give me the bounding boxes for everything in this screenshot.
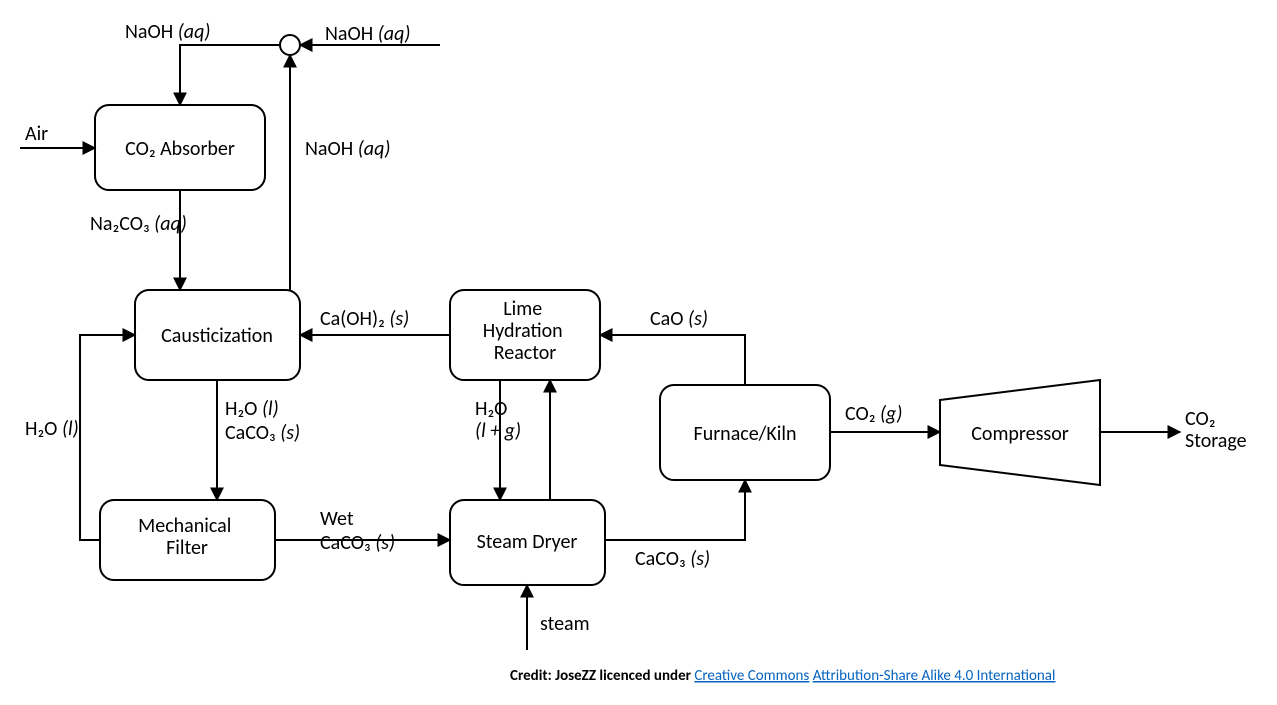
co2-storage-label: CO₂ Storage bbox=[1185, 407, 1247, 453]
air-label: Air bbox=[25, 122, 48, 146]
credit-link-license[interactable]: Attribution-Share Alike 4.0 Internationa… bbox=[813, 667, 1056, 685]
naoh-to-absorber-arrow bbox=[180, 45, 280, 105]
wet-caco3-label: Wet CaCO₃ (s) bbox=[320, 507, 395, 555]
caoh2-label: Ca(OH)₂ (s) bbox=[320, 307, 409, 331]
cao-arrow bbox=[600, 335, 745, 385]
naoh-junction bbox=[280, 35, 300, 55]
caco3-dry-label: CaCO₃ (s) bbox=[635, 547, 710, 571]
causticization-label: Causticization bbox=[161, 324, 273, 348]
na2co3-label: Na₂CO₃ (aq) bbox=[90, 212, 187, 236]
credit-link-cc[interactable]: Creative Commons bbox=[694, 667, 809, 685]
cao-label: CaO (s) bbox=[650, 307, 708, 331]
co2-absorber-label: CO₂ Absorber bbox=[125, 137, 235, 161]
credit-text: Credit: JoseZZ licenced under Creative C… bbox=[510, 667, 1055, 685]
naoh-recycle-label: NaOH (aq) bbox=[305, 137, 390, 161]
process-flow-diagram: CO₂ Absorber Causticization Lime Hydrati… bbox=[0, 0, 1277, 705]
co2-g-label: CO₂ (g) bbox=[845, 402, 902, 426]
h2o-lg-label: H₂O (l + g) bbox=[475, 397, 521, 443]
furnace-label: Furnace/Kiln bbox=[694, 422, 797, 446]
steam-dryer-label: Steam Dryer bbox=[477, 530, 578, 554]
naoh-top-label: NaOH (aq) bbox=[125, 20, 210, 44]
compressor-label: Compressor bbox=[971, 422, 1069, 446]
caco3-to-furnace-arrow bbox=[605, 480, 745, 540]
h2o-recycle-label: H₂O (l) bbox=[25, 417, 79, 441]
h2o-caco3-label: H₂O (l) CaCO₃ (s) bbox=[225, 397, 300, 445]
naoh-in-label: NaOH (aq) bbox=[325, 22, 410, 46]
steam-label: steam bbox=[540, 612, 590, 636]
